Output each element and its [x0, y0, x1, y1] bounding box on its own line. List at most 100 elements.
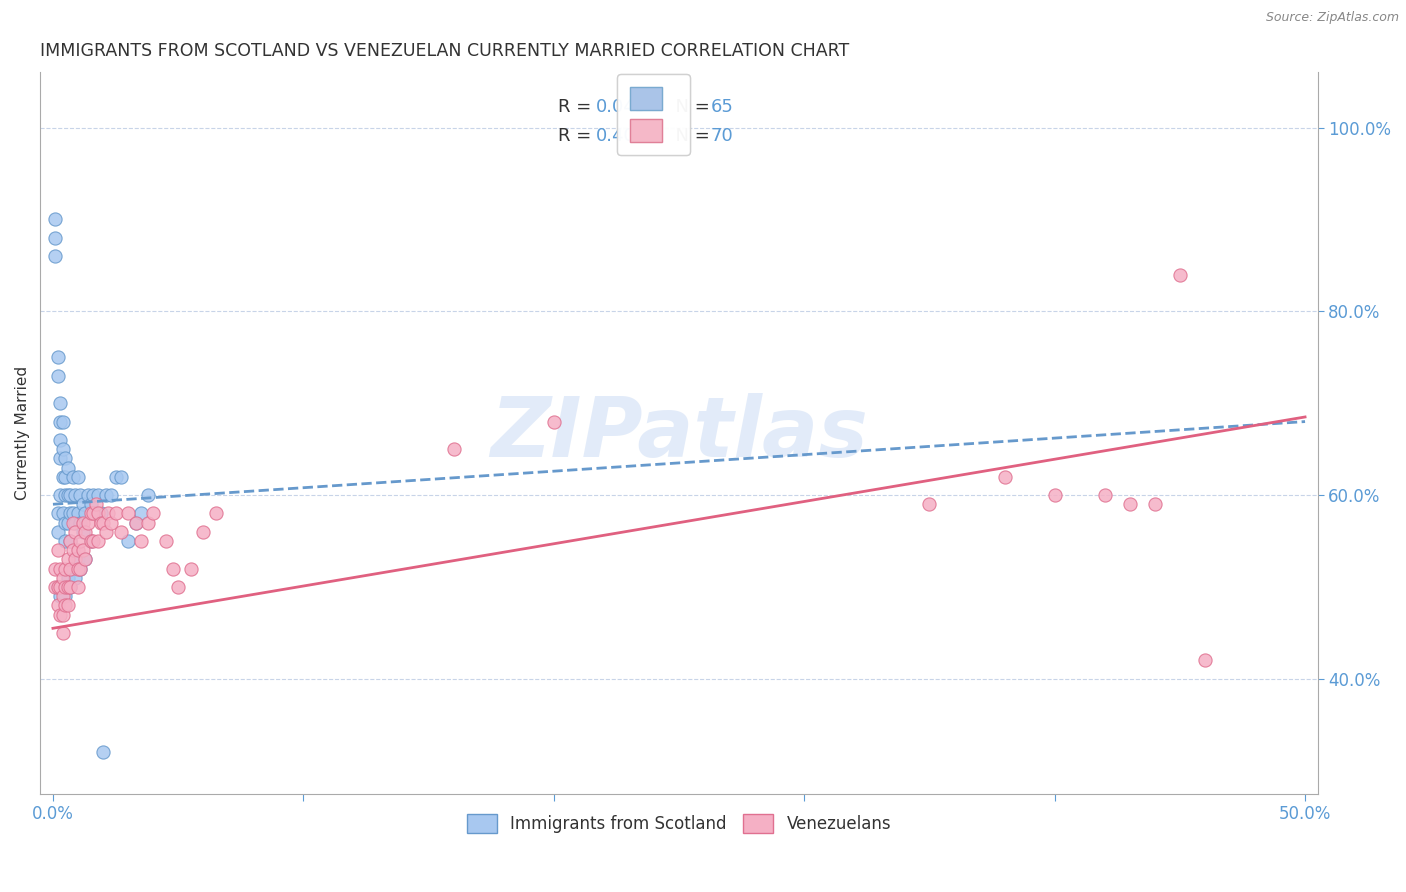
- Point: [124, 516, 146, 530]
- Legend: , : ,: [617, 74, 689, 155]
- Point: [52, 589, 75, 603]
- Point: [94, 524, 117, 539]
- Point: [46, 599, 69, 613]
- Point: [46, 351, 69, 365]
- Point: [72, 497, 94, 511]
- Point: [100, 516, 122, 530]
- Point: [1143, 497, 1166, 511]
- Point: [69, 561, 91, 575]
- Point: [77, 516, 100, 530]
- Point: [91, 516, 114, 530]
- Point: [65, 516, 87, 530]
- Text: 0.043: 0.043: [596, 98, 647, 116]
- Point: [117, 507, 139, 521]
- Text: Source: ZipAtlas.com: Source: ZipAtlas.com: [1265, 11, 1399, 24]
- Point: [62, 561, 84, 575]
- Point: [65, 571, 87, 585]
- Point: [55, 488, 77, 502]
- Y-axis label: Currently Married: Currently Married: [15, 366, 30, 500]
- Point: [46, 507, 69, 521]
- Point: [46, 580, 69, 594]
- Point: [162, 561, 184, 575]
- Point: [46, 580, 69, 594]
- Point: [993, 469, 1015, 483]
- Point: [136, 488, 159, 502]
- Point: [110, 469, 132, 483]
- Point: [110, 524, 132, 539]
- Point: [87, 534, 110, 549]
- Point: [918, 497, 941, 511]
- Point: [97, 507, 120, 521]
- Point: [1119, 497, 1142, 511]
- Point: [129, 507, 152, 521]
- Point: [1094, 488, 1116, 502]
- Point: [124, 516, 146, 530]
- Point: [82, 534, 104, 549]
- Text: 0.406: 0.406: [596, 127, 647, 145]
- Point: [129, 534, 152, 549]
- Point: [62, 507, 84, 521]
- Point: [59, 507, 82, 521]
- Text: N =: N =: [664, 127, 716, 145]
- Point: [66, 469, 89, 483]
- Point: [56, 571, 79, 585]
- Point: [56, 488, 79, 502]
- Point: [52, 507, 75, 521]
- Point: [167, 580, 190, 594]
- Point: [443, 442, 465, 457]
- Point: [55, 534, 77, 549]
- Point: [59, 488, 82, 502]
- Point: [79, 507, 101, 521]
- Point: [55, 580, 77, 594]
- Point: [46, 368, 69, 383]
- Point: [46, 543, 69, 558]
- Point: [193, 524, 215, 539]
- Point: [117, 534, 139, 549]
- Point: [69, 516, 91, 530]
- Point: [62, 543, 84, 558]
- Text: 70: 70: [711, 127, 734, 145]
- Point: [59, 534, 82, 549]
- Point: [56, 516, 79, 530]
- Point: [62, 516, 84, 530]
- Point: [55, 451, 77, 466]
- Text: 65: 65: [711, 98, 734, 116]
- Point: [79, 534, 101, 549]
- Point: [44, 231, 66, 245]
- Point: [55, 516, 77, 530]
- Point: [56, 552, 79, 566]
- Text: R =: R =: [558, 98, 596, 116]
- Point: [56, 460, 79, 475]
- Point: [65, 552, 87, 566]
- Point: [75, 524, 97, 539]
- Point: [142, 507, 165, 521]
- Point: [89, 516, 111, 530]
- Point: [49, 396, 72, 410]
- Point: [72, 524, 94, 539]
- Text: IMMIGRANTS FROM SCOTLAND VS VENEZUELAN CURRENTLY MARRIED CORRELATION CHART: IMMIGRANTS FROM SCOTLAND VS VENEZUELAN C…: [41, 42, 849, 60]
- Point: [59, 534, 82, 549]
- Point: [87, 507, 110, 521]
- Point: [59, 580, 82, 594]
- Point: [49, 607, 72, 622]
- Point: [44, 212, 66, 227]
- Point: [49, 488, 72, 502]
- Point: [69, 561, 91, 575]
- Point: [55, 599, 77, 613]
- Text: N =: N =: [664, 98, 716, 116]
- Point: [69, 534, 91, 549]
- Point: [543, 415, 565, 429]
- Point: [84, 497, 107, 511]
- Point: [52, 415, 75, 429]
- Point: [82, 488, 104, 502]
- Point: [100, 488, 122, 502]
- Point: [104, 507, 127, 521]
- Point: [75, 552, 97, 566]
- Point: [44, 249, 66, 263]
- Point: [66, 507, 89, 521]
- Point: [87, 488, 110, 502]
- Point: [66, 580, 89, 594]
- Point: [79, 534, 101, 549]
- Point: [49, 451, 72, 466]
- Text: ZIPatlas: ZIPatlas: [491, 392, 868, 474]
